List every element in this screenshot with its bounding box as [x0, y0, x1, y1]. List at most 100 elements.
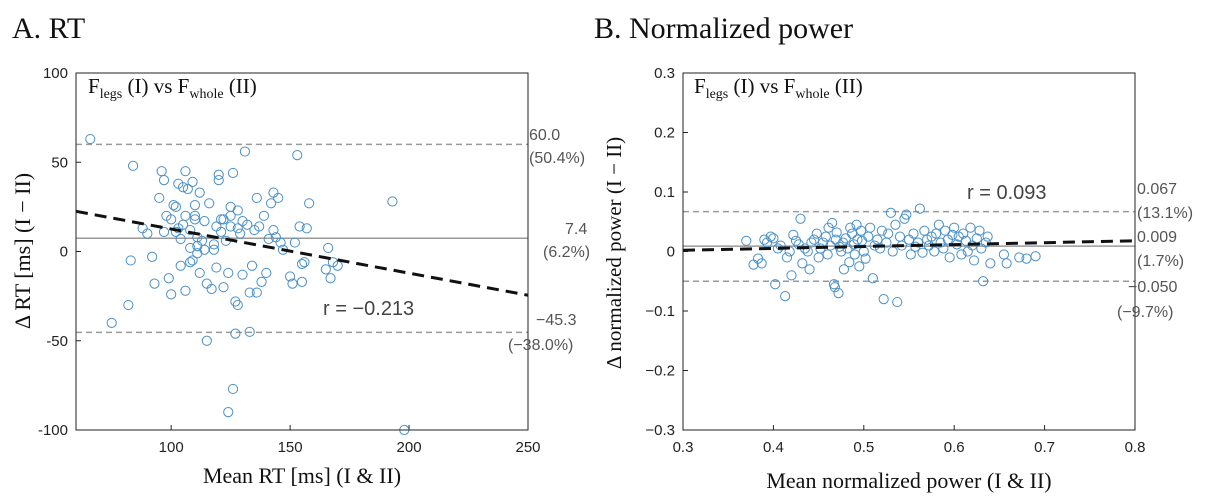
data-point [790, 235, 802, 246]
y-tick-label: −0.2 [645, 363, 675, 380]
data-point [180, 285, 191, 296]
data-point [218, 282, 229, 293]
data-point [263, 233, 274, 245]
data-point [929, 246, 940, 257]
data-point [865, 222, 876, 233]
data-point [296, 276, 308, 287]
y-tick-label: 50 [51, 154, 68, 171]
data-point [185, 224, 196, 236]
panel-a-lower-loa-label: −45.3 [536, 312, 577, 329]
data-point [199, 216, 210, 227]
data-point [268, 224, 279, 236]
panel-a-y-axis-label: Δ RT [ms] (I − II) [10, 173, 35, 329]
y-tick-label: 0 [667, 244, 675, 261]
data-point [912, 237, 924, 248]
panel-b-x-axis-label: Mean normalized power (I & II) [766, 468, 1051, 493]
y-tick-label: −0.1 [645, 303, 675, 320]
data-point [206, 283, 217, 295]
data-point [878, 294, 889, 305]
data-point [194, 187, 205, 198]
data-point [187, 176, 198, 187]
panel-b: B. Normalized power 0.3 0.4 0.5 0.6 0.7 0.8 −0… [594, 12, 1193, 493]
panel-a-mean-pct: (6.2%) [543, 244, 590, 261]
data-point [780, 291, 791, 302]
data-point [180, 210, 191, 221]
x-tick-label: 0.5 [853, 439, 874, 456]
data-point [831, 227, 842, 238]
data-point [163, 273, 174, 284]
data-point [201, 335, 212, 346]
panel-a-ticks: 100 150 200 250 -100 -50 0 50 100 [38, 65, 541, 456]
data-point [225, 210, 236, 221]
x-tick-label: 100 [159, 439, 184, 456]
data-point [189, 210, 201, 221]
panel-a-upper-loa-label: 60.0 [529, 127, 560, 144]
y-tick-label: −0.3 [645, 422, 675, 439]
data-point [892, 296, 903, 308]
panel-b-points [741, 203, 1041, 308]
data-point [885, 207, 897, 218]
data-point [846, 228, 858, 239]
data-point [194, 267, 205, 279]
data-point [235, 228, 246, 239]
data-point [874, 243, 886, 254]
data-point [175, 233, 186, 245]
data-point [156, 166, 167, 177]
data-point [296, 258, 308, 270]
panel-a-title: A. RT [12, 12, 85, 45]
panel-b-lower-loa-pct: (−9.7%) [1117, 304, 1173, 321]
data-point [258, 210, 270, 221]
data-point [838, 264, 850, 275]
x-tick-label: 0.6 [944, 439, 965, 456]
panel-b-axes-box [682, 72, 1136, 431]
data-point [770, 279, 781, 290]
data-point [852, 234, 863, 245]
panel-b-mean-label: 0.009 [1137, 229, 1177, 246]
data-point [894, 231, 906, 242]
x-tick-label: 200 [397, 439, 422, 456]
data-point [325, 273, 336, 284]
data-point [208, 244, 220, 255]
x-tick-label: 150 [278, 439, 303, 456]
x-tick-label: 0.7 [1034, 439, 1055, 456]
data-point [166, 214, 177, 225]
data-point [227, 383, 239, 395]
panel-b-upper-loa-pct: (13.1%) [1137, 205, 1193, 222]
panel-b-reference-lines [683, 210, 1135, 282]
data-point [256, 276, 267, 287]
data-point [213, 175, 224, 186]
data-point [242, 219, 253, 230]
data-point [855, 225, 867, 236]
data-point [905, 249, 916, 260]
panel-a-lower-loa-pct: (−38.0%) [508, 337, 573, 354]
data-point [251, 192, 262, 204]
data-point [232, 205, 243, 216]
data-point [244, 326, 255, 337]
data-point [845, 222, 856, 233]
data-point [201, 278, 212, 289]
panel-a-upper-loa-pct: (50.4%) [529, 150, 585, 167]
data-point [811, 228, 822, 239]
x-tick-label: 0.4 [763, 439, 784, 456]
data-point [185, 242, 196, 254]
data-point [275, 237, 286, 248]
data-point [320, 264, 331, 275]
y-tick-label: 100 [43, 65, 68, 82]
x-tick-label: 0.3 [673, 439, 694, 456]
data-point [251, 287, 262, 298]
data-point [820, 231, 831, 242]
data-point [285, 271, 296, 282]
data-point [768, 233, 779, 244]
data-point [804, 264, 815, 275]
data-point [741, 235, 752, 246]
data-point [813, 252, 824, 263]
data-point [806, 237, 817, 248]
data-point [227, 167, 239, 179]
data-point [299, 257, 310, 268]
data-point [901, 209, 912, 220]
panel-a-axes-box [75, 72, 529, 431]
y-tick-label: 0 [60, 244, 68, 261]
data-point [914, 203, 925, 214]
data-point [189, 214, 201, 225]
